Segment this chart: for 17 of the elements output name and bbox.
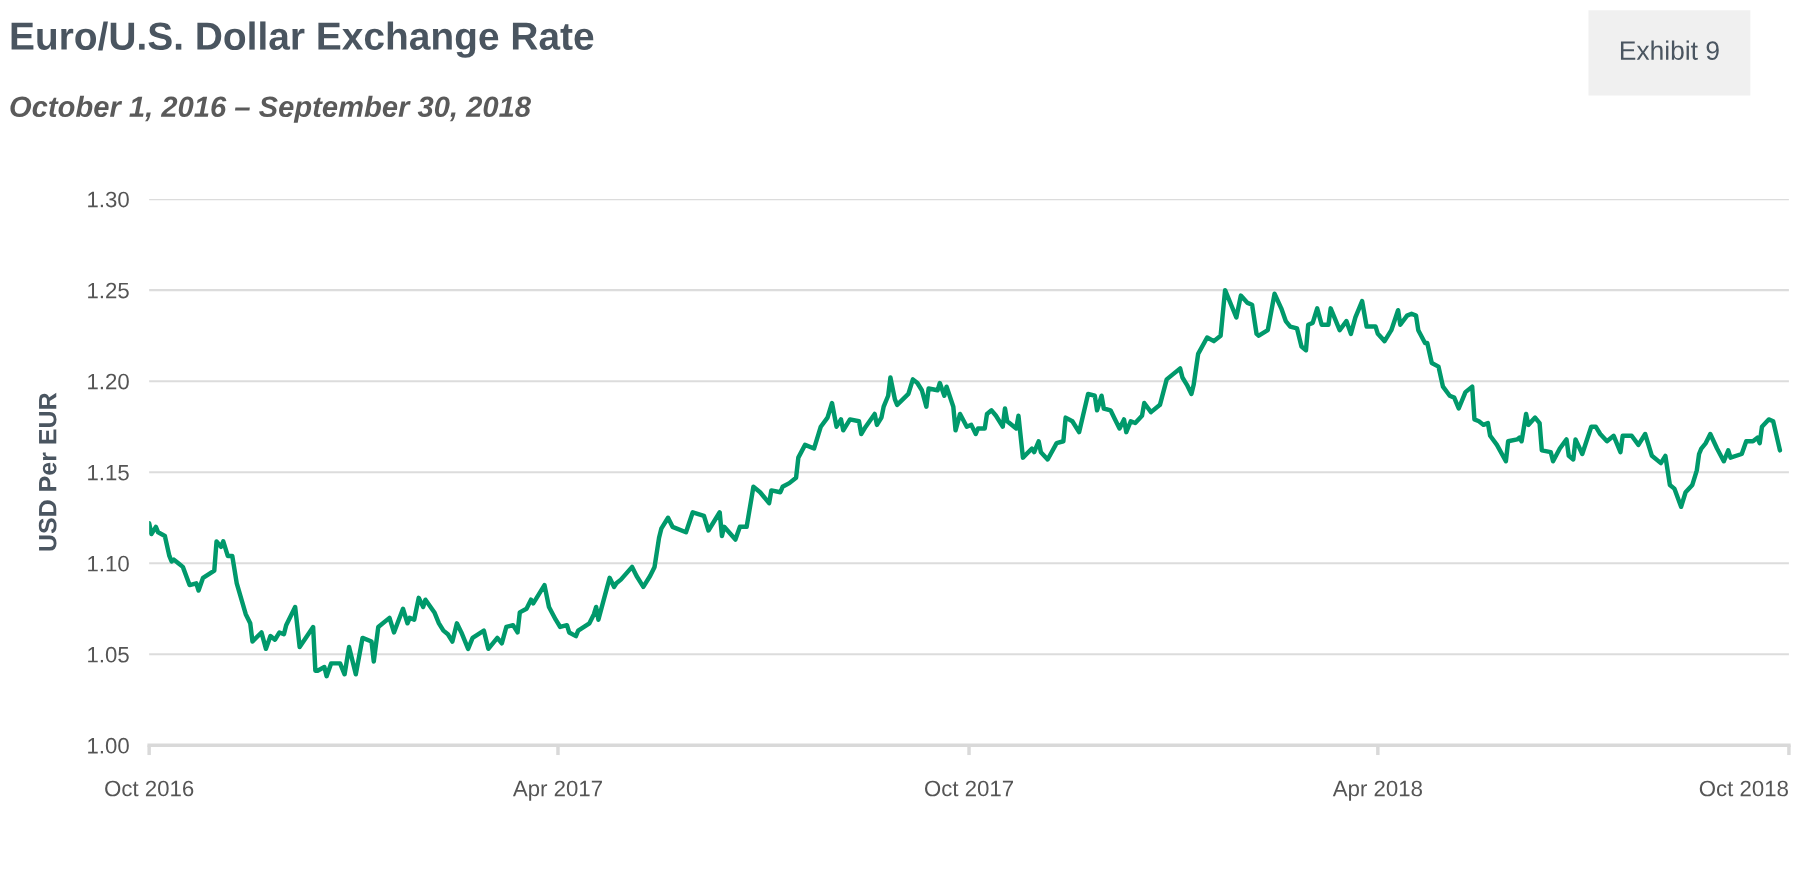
y-axis-title: USD Per EUR [38, 392, 57, 551]
x-tick-label: Apr 2017 [512, 780, 602, 801]
y-tick-label: 1.10 [88, 555, 129, 572]
x-tick-label: Oct 2017 [925, 780, 1014, 797]
y-tick-label: 1.25 [88, 282, 129, 299]
chart-subtitle: October 1, 2016 – September 30, 2018 [10, 95, 531, 123]
y-tick-label: 1.20 [88, 373, 129, 390]
text: Exhibit 9 [1620, 40, 1719, 60]
x-tick-label: Oct 2016 [105, 780, 194, 797]
y-tick-label: 1.15 [88, 464, 129, 481]
x-tick-label: Oct 2018 [1699, 780, 1788, 797]
y-tick-label: 1.00 [88, 737, 129, 754]
y-tick-label: 1.30 [88, 191, 129, 208]
line-series [149, 287, 1783, 679]
y-tick-label: 1.05 [88, 646, 129, 663]
chart-title: Euro/U.S. Dollar Exchange Rate [11, 21, 594, 58]
x-tick-label: Apr 2018 [1332, 780, 1422, 801]
